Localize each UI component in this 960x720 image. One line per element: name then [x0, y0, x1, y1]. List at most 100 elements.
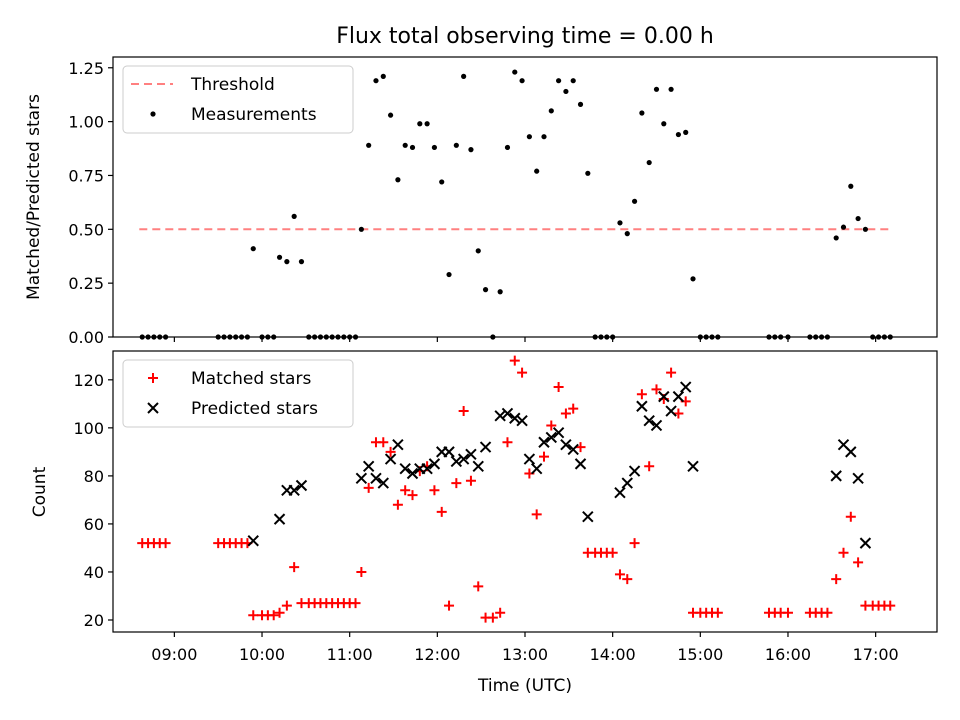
measurement-point — [395, 177, 401, 183]
predicted-stars-point — [574, 458, 587, 470]
measurement-point — [833, 235, 839, 241]
matched-stars-point — [509, 355, 520, 366]
measurement-point — [409, 144, 416, 151]
matched-stars-point — [407, 490, 418, 501]
top-y-tick-label: 1.00 — [68, 113, 104, 132]
matched-stars-point — [458, 406, 469, 417]
measurement-point — [366, 142, 372, 148]
matched-stars-point — [822, 607, 833, 618]
measurement-point — [577, 101, 584, 107]
measurement-point — [352, 334, 359, 340]
predicted-stars-point — [428, 458, 441, 470]
matched-stars-point — [607, 547, 618, 558]
x-tick-label: 13:00 — [502, 645, 548, 664]
measurement-point — [265, 334, 271, 340]
bottom-y-axis-label: Count — [30, 466, 50, 517]
measurement-point — [482, 287, 489, 293]
matched-stars-point — [636, 389, 647, 400]
measurement-point — [431, 144, 438, 151]
matched-stars-point — [378, 437, 389, 448]
measurement-point — [824, 334, 831, 340]
predicted-stars-point — [658, 390, 670, 403]
predicted-stars-point — [567, 443, 579, 456]
measurement-point — [610, 334, 616, 340]
predicted-stars-point — [643, 414, 655, 427]
measurement-point — [271, 334, 277, 340]
predicted-stars-point — [687, 460, 699, 472]
measurement-point — [548, 108, 554, 114]
measurement-point — [585, 170, 591, 176]
predicted-stars-point — [852, 472, 864, 484]
measurement-point — [534, 168, 540, 174]
measurement-point — [813, 334, 819, 340]
matched-stars-point — [495, 607, 506, 618]
matched-stars-point — [502, 437, 513, 448]
measurement-point — [855, 215, 861, 222]
measurement-point — [139, 334, 145, 340]
measurement-point — [818, 334, 825, 340]
predicted-stars-point — [552, 426, 565, 439]
measurement-point — [439, 179, 445, 185]
measurement-point — [519, 78, 525, 84]
matched-stars-point — [782, 607, 793, 618]
top-plot: 0.00 0.25 0.50 0.75 1.00 1.25 Threshold Measure… — [68, 56, 938, 347]
measurement-point — [341, 334, 347, 340]
predicted-stars-point — [830, 470, 842, 482]
x-tick-label: 17:00 — [853, 645, 899, 664]
measurement-point — [766, 334, 772, 340]
legend-measurements-swatch — [150, 111, 156, 117]
legend-threshold-label: Threshold — [190, 75, 275, 95]
matched-stars-point — [392, 499, 403, 510]
predicted-stars-point — [523, 453, 536, 465]
matched-stars-point — [487, 612, 498, 623]
matched-stars-point — [568, 403, 579, 414]
matched-stars-point — [356, 566, 367, 577]
matched-stars-point — [451, 478, 462, 489]
predicted-stars-point — [509, 412, 521, 424]
measurement-point — [387, 112, 394, 118]
matched-stars-point — [838, 547, 849, 558]
predicted-stars-point — [665, 405, 677, 417]
measurement-point — [157, 334, 163, 340]
matched-stars-point — [885, 600, 896, 611]
bottom-y-tick-label: 20 — [84, 611, 104, 630]
measurement-point — [703, 334, 709, 340]
measurement-point — [862, 226, 869, 232]
legend-predicted-swatch — [147, 402, 159, 414]
measurement-point — [497, 289, 503, 295]
matched-stars-point — [629, 538, 640, 549]
predicted-stars-point — [672, 390, 685, 403]
measurement-point — [624, 231, 630, 237]
measurement-point — [380, 73, 386, 79]
predicted-stars-point — [530, 462, 543, 475]
bottom-y-tick-label: 120 — [73, 371, 104, 390]
predicted-stars-point — [516, 414, 528, 427]
measurement-point — [840, 224, 847, 230]
measurement-point — [778, 334, 784, 340]
measurement-point — [151, 334, 157, 340]
predicted-stars-point — [247, 535, 259, 547]
top-y-tick-label: 0.75 — [68, 166, 104, 185]
matched-stars-point — [400, 485, 411, 496]
top-y-axis-label: Matched/Predicted stars — [24, 94, 44, 300]
measurement-point — [690, 276, 696, 282]
legend-measurements-label: Measurements — [191, 105, 317, 125]
matched-stars-point — [517, 367, 528, 378]
measurement-point — [317, 334, 324, 340]
matched-stars-point — [845, 511, 856, 522]
matched-stars-point — [831, 574, 842, 585]
predicted-stars-point — [392, 438, 404, 451]
x-tick-label: 14:00 — [590, 645, 636, 664]
matched-stars-point — [350, 598, 361, 609]
top-legend — [122, 65, 354, 134]
matched-stars-point — [268, 610, 279, 621]
matched-stars-point — [560, 408, 571, 419]
predicted-stars-point — [628, 465, 641, 477]
predicted-stars-point — [621, 477, 633, 489]
matched-stars-point — [281, 600, 292, 611]
measurement-point — [475, 248, 481, 254]
matched-stars-point — [436, 506, 447, 517]
predicted-stars-point — [545, 431, 558, 444]
measurement-point — [312, 334, 318, 340]
predicted-stars-point — [560, 438, 572, 451]
